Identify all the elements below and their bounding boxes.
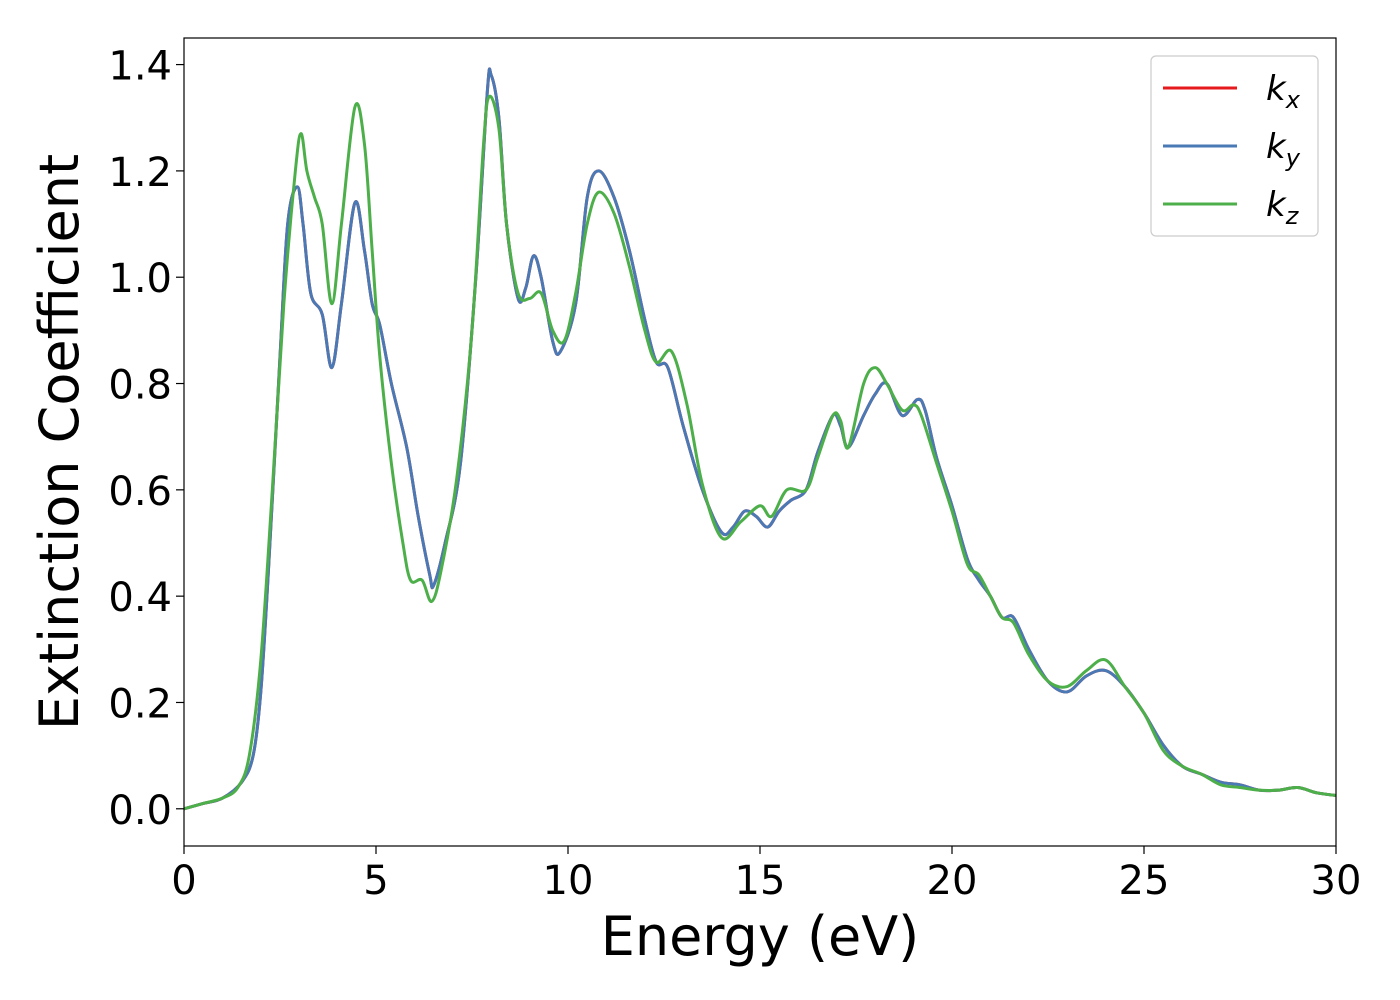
series-line-k-z	[183, 94, 1337, 811]
y-tick-label: 1.4	[108, 44, 172, 90]
y-tick-label: 0.6	[108, 469, 172, 515]
x-axis-ticks: 0 5 10 15 20 25 30	[171, 846, 1361, 904]
x-tick-label: 5	[363, 858, 388, 904]
y-tick-label: 0.0	[108, 788, 172, 834]
y-tick-label: 0.4	[108, 575, 172, 621]
y-tick-label: 1.2	[108, 150, 172, 196]
y-axis-label: Extinction Coefficient	[28, 154, 91, 730]
y-axis-ticks: 0.0 0.2 0.4 0.6 0.8 1.0 1.2 1.4	[108, 44, 184, 834]
y-tick-label: 0.2	[108, 681, 172, 727]
x-tick-label: 20	[927, 858, 978, 904]
series-layer	[183, 67, 1337, 811]
x-tick-label: 15	[735, 858, 786, 904]
x-tick-label: 30	[1311, 858, 1362, 904]
x-tick-label: 10	[543, 858, 594, 904]
legend: kx ky kz	[1150, 55, 1319, 237]
x-tick-label: 0	[171, 858, 196, 904]
x-axis-label: Energy (eV)	[601, 905, 920, 968]
y-tick-label: 0.8	[108, 363, 172, 409]
legend-label-x: kx	[1266, 69, 1301, 114]
y-tick-label: 1.0	[108, 256, 172, 302]
legend-label-z: kz	[1266, 185, 1300, 230]
legend-label-y: ky	[1266, 127, 1301, 172]
x-tick-label: 25	[1119, 858, 1170, 904]
